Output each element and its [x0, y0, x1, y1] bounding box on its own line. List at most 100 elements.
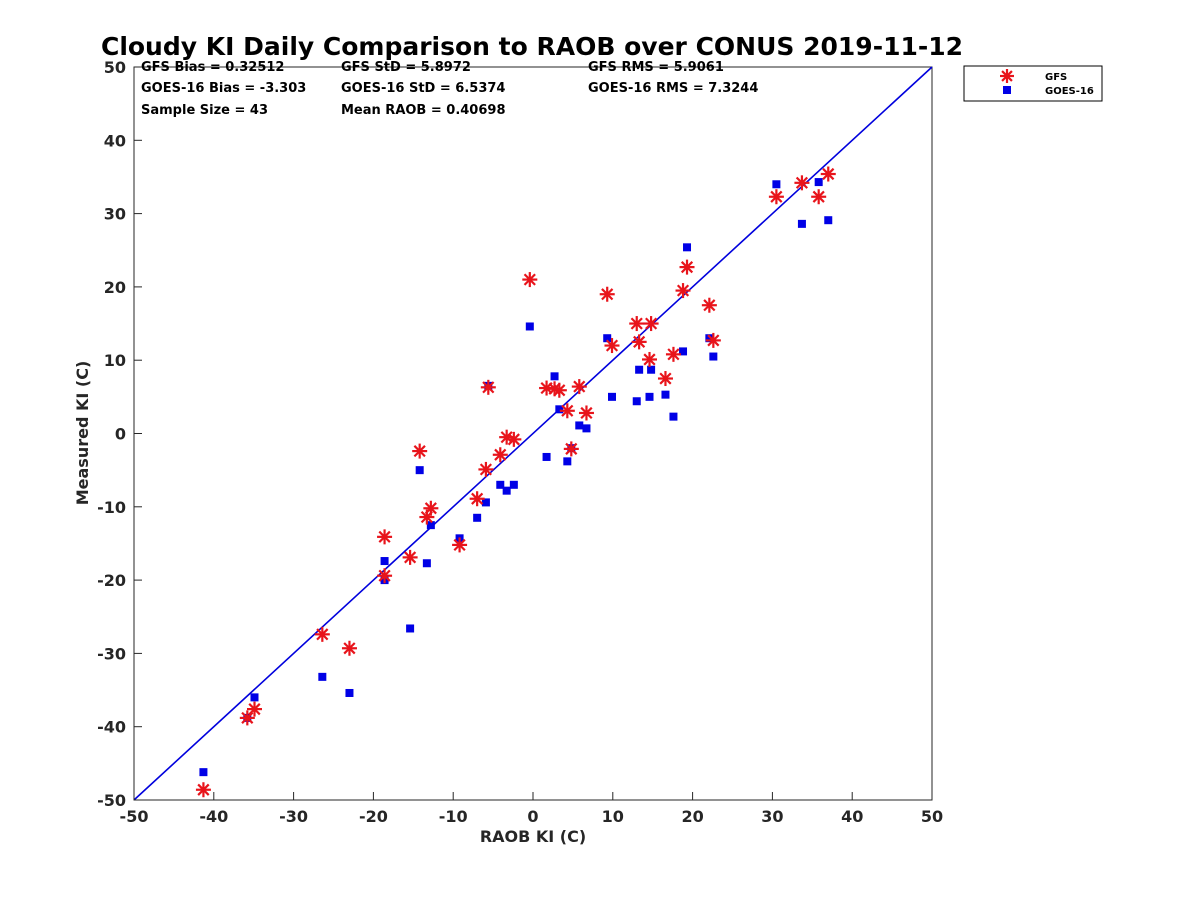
legend-label: GFS: [1045, 72, 1067, 83]
x-tick-label: 0: [527, 807, 538, 826]
goes16-point: [199, 768, 208, 777]
y-tick-label: 0: [115, 425, 126, 444]
gfs-point: [768, 189, 784, 205]
legend-marker-goes16: [1003, 86, 1011, 94]
gfs-point: [246, 701, 262, 717]
stat-text: GOES-16 RMS = 7.3244: [588, 81, 758, 96]
goes16-point: [647, 365, 656, 374]
gfs-point: [452, 537, 468, 553]
chart-title: Cloudy KI Daily Comparison to RAOB over …: [101, 32, 963, 61]
x-tick-label: 40: [841, 807, 863, 826]
gfs-point: [559, 403, 575, 419]
x-tick-label: -10: [439, 807, 468, 826]
y-tick-label: 10: [104, 351, 126, 370]
goes16-point: [496, 480, 505, 489]
y-tick-label: 30: [104, 205, 126, 224]
goes16-point: [345, 688, 354, 697]
legend: GFS GOES-16: [963, 65, 1103, 102]
gfs-point: [604, 338, 620, 354]
legend-items: GFS GOES-16: [1000, 69, 1094, 97]
goes16-point: [555, 405, 564, 414]
y-tick-label: -10: [97, 498, 126, 517]
y-tick-label: -30: [97, 644, 126, 663]
gfs-point: [341, 640, 357, 656]
gfs-point: [820, 166, 836, 182]
gfs-point: [506, 431, 522, 447]
goes16-point: [415, 466, 424, 475]
goes16-point: [550, 372, 559, 381]
x-tick-label: 10: [602, 807, 624, 826]
gfs-point: [478, 461, 494, 477]
goes16-point: [318, 672, 327, 681]
goes16-point: [772, 180, 781, 189]
data-points: [195, 166, 836, 798]
goes16-point: [582, 424, 591, 433]
y-axis-label: Measured KI (C): [73, 361, 92, 506]
stat-text: Mean RAOB = 0.40698: [341, 103, 506, 118]
goes16-point: [563, 457, 572, 466]
gfs-point: [492, 447, 508, 463]
stat-text: GFS StD = 5.8972: [341, 60, 471, 75]
legend-label: GOES-16: [1045, 86, 1094, 97]
gfs-point: [629, 316, 645, 332]
y-tick-label: -20: [97, 571, 126, 590]
goes16-point: [406, 624, 415, 633]
goes16-point: [705, 334, 714, 343]
y-axis-ticks: 50 40 30 20 10 0 -10 -20 -30 -40 -50: [97, 58, 142, 810]
stat-text: GOES-16 StD = 6.5374: [341, 81, 505, 96]
y-tick-label: 40: [104, 131, 126, 150]
x-tick-label: 30: [761, 807, 783, 826]
goes16-point: [250, 693, 259, 702]
goes16-point: [426, 521, 435, 530]
reference-line-layer: [133, 66, 933, 801]
goes16-point: [542, 452, 551, 461]
gfs-point: [480, 379, 496, 395]
goes16-point: [473, 513, 482, 522]
one-to-one-line: [133, 66, 933, 801]
gfs-point: [705, 332, 721, 348]
gfs-point: [679, 259, 695, 275]
gfs-point: [314, 626, 330, 642]
gfs-point: [578, 405, 594, 421]
goes16-point: [575, 421, 584, 430]
x-tick-label: -40: [199, 807, 228, 826]
goes16-point: [608, 392, 617, 401]
x-tick-label: 50: [921, 807, 943, 826]
goes16-point: [422, 559, 431, 568]
goes16-point: [525, 322, 534, 331]
gfs-point: [499, 429, 515, 445]
gfs-point: [642, 351, 658, 367]
stat-text: GOES-16 Bias = -3.303: [141, 81, 306, 96]
gfs-point: [701, 297, 717, 313]
goes16-point: [814, 178, 823, 187]
goes16-point: [709, 352, 718, 361]
gfs-point: [599, 286, 615, 302]
y-tick-label: -40: [97, 718, 126, 737]
goes16-point: [645, 392, 654, 401]
gfs-point: [551, 382, 567, 398]
x-tick-label: 20: [681, 807, 703, 826]
goes16-point: [824, 216, 833, 225]
gfs-point: [657, 371, 673, 387]
goes16-point: [683, 243, 692, 252]
y-tick-label: -50: [97, 791, 126, 810]
legend-box: [963, 65, 1103, 102]
goes16-point: [797, 219, 806, 228]
goes16-point: [661, 390, 670, 399]
gfs-point: [563, 441, 579, 457]
goes16-point: [679, 347, 688, 356]
goes16-point: [509, 480, 518, 489]
goes16-point: [502, 486, 511, 495]
goes16-point: [632, 397, 641, 406]
gfs-point: [239, 710, 255, 726]
x-tick-label: -20: [359, 807, 388, 826]
gfs-point: [195, 782, 211, 798]
gfs-point: [643, 316, 659, 332]
gfs-point: [423, 500, 439, 516]
stat-text: Sample Size = 43: [141, 103, 268, 118]
gfs-point: [631, 334, 647, 350]
goes16-point: [603, 334, 612, 343]
gfs-point: [402, 549, 418, 565]
gfs-point: [522, 272, 538, 288]
